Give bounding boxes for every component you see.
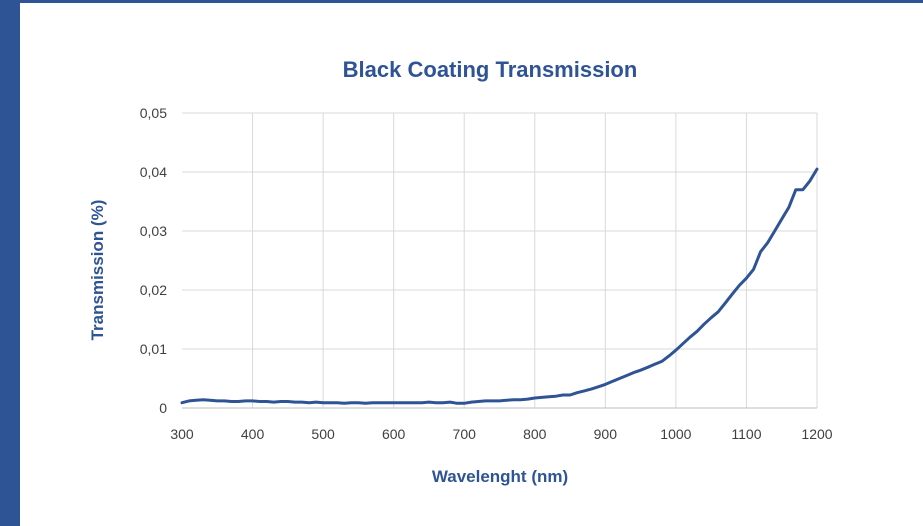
y-tick-label: 0,03 [140,223,167,239]
x-tick-label: 500 [311,426,335,442]
x-tick-label: 900 [594,426,618,442]
tick-labels: 300 400 500 600 700 800 900 1000 1100 1200 0 0,01 0,… [140,105,833,442]
x-tick-label: 400 [241,426,265,442]
chart-title: Black Coating Transmission [343,57,638,82]
x-tick-label: 1200 [801,426,832,442]
y-tick-label: 0,02 [140,282,167,298]
series-layer [180,167,819,405]
y-tick-label: 0,04 [140,164,167,180]
series-line [180,167,819,405]
x-tick-label: 600 [382,426,406,442]
y-axis-title: Transmission (%) [88,200,107,341]
y-tick-label: 0,05 [140,105,167,121]
grid-lines [182,112,818,408]
x-tick-label: 700 [453,426,477,442]
y-tick-label: 0,01 [140,341,167,357]
x-tick-label: 1100 [731,426,761,442]
x-tick-label: 1000 [660,426,691,442]
x-axis-title: Wavelenght (nm) [432,467,568,486]
chart-area [20,3,923,526]
x-tick-label: 300 [170,426,194,442]
x-tick-label: 800 [523,426,547,442]
y-tick-label: 0 [159,400,167,416]
